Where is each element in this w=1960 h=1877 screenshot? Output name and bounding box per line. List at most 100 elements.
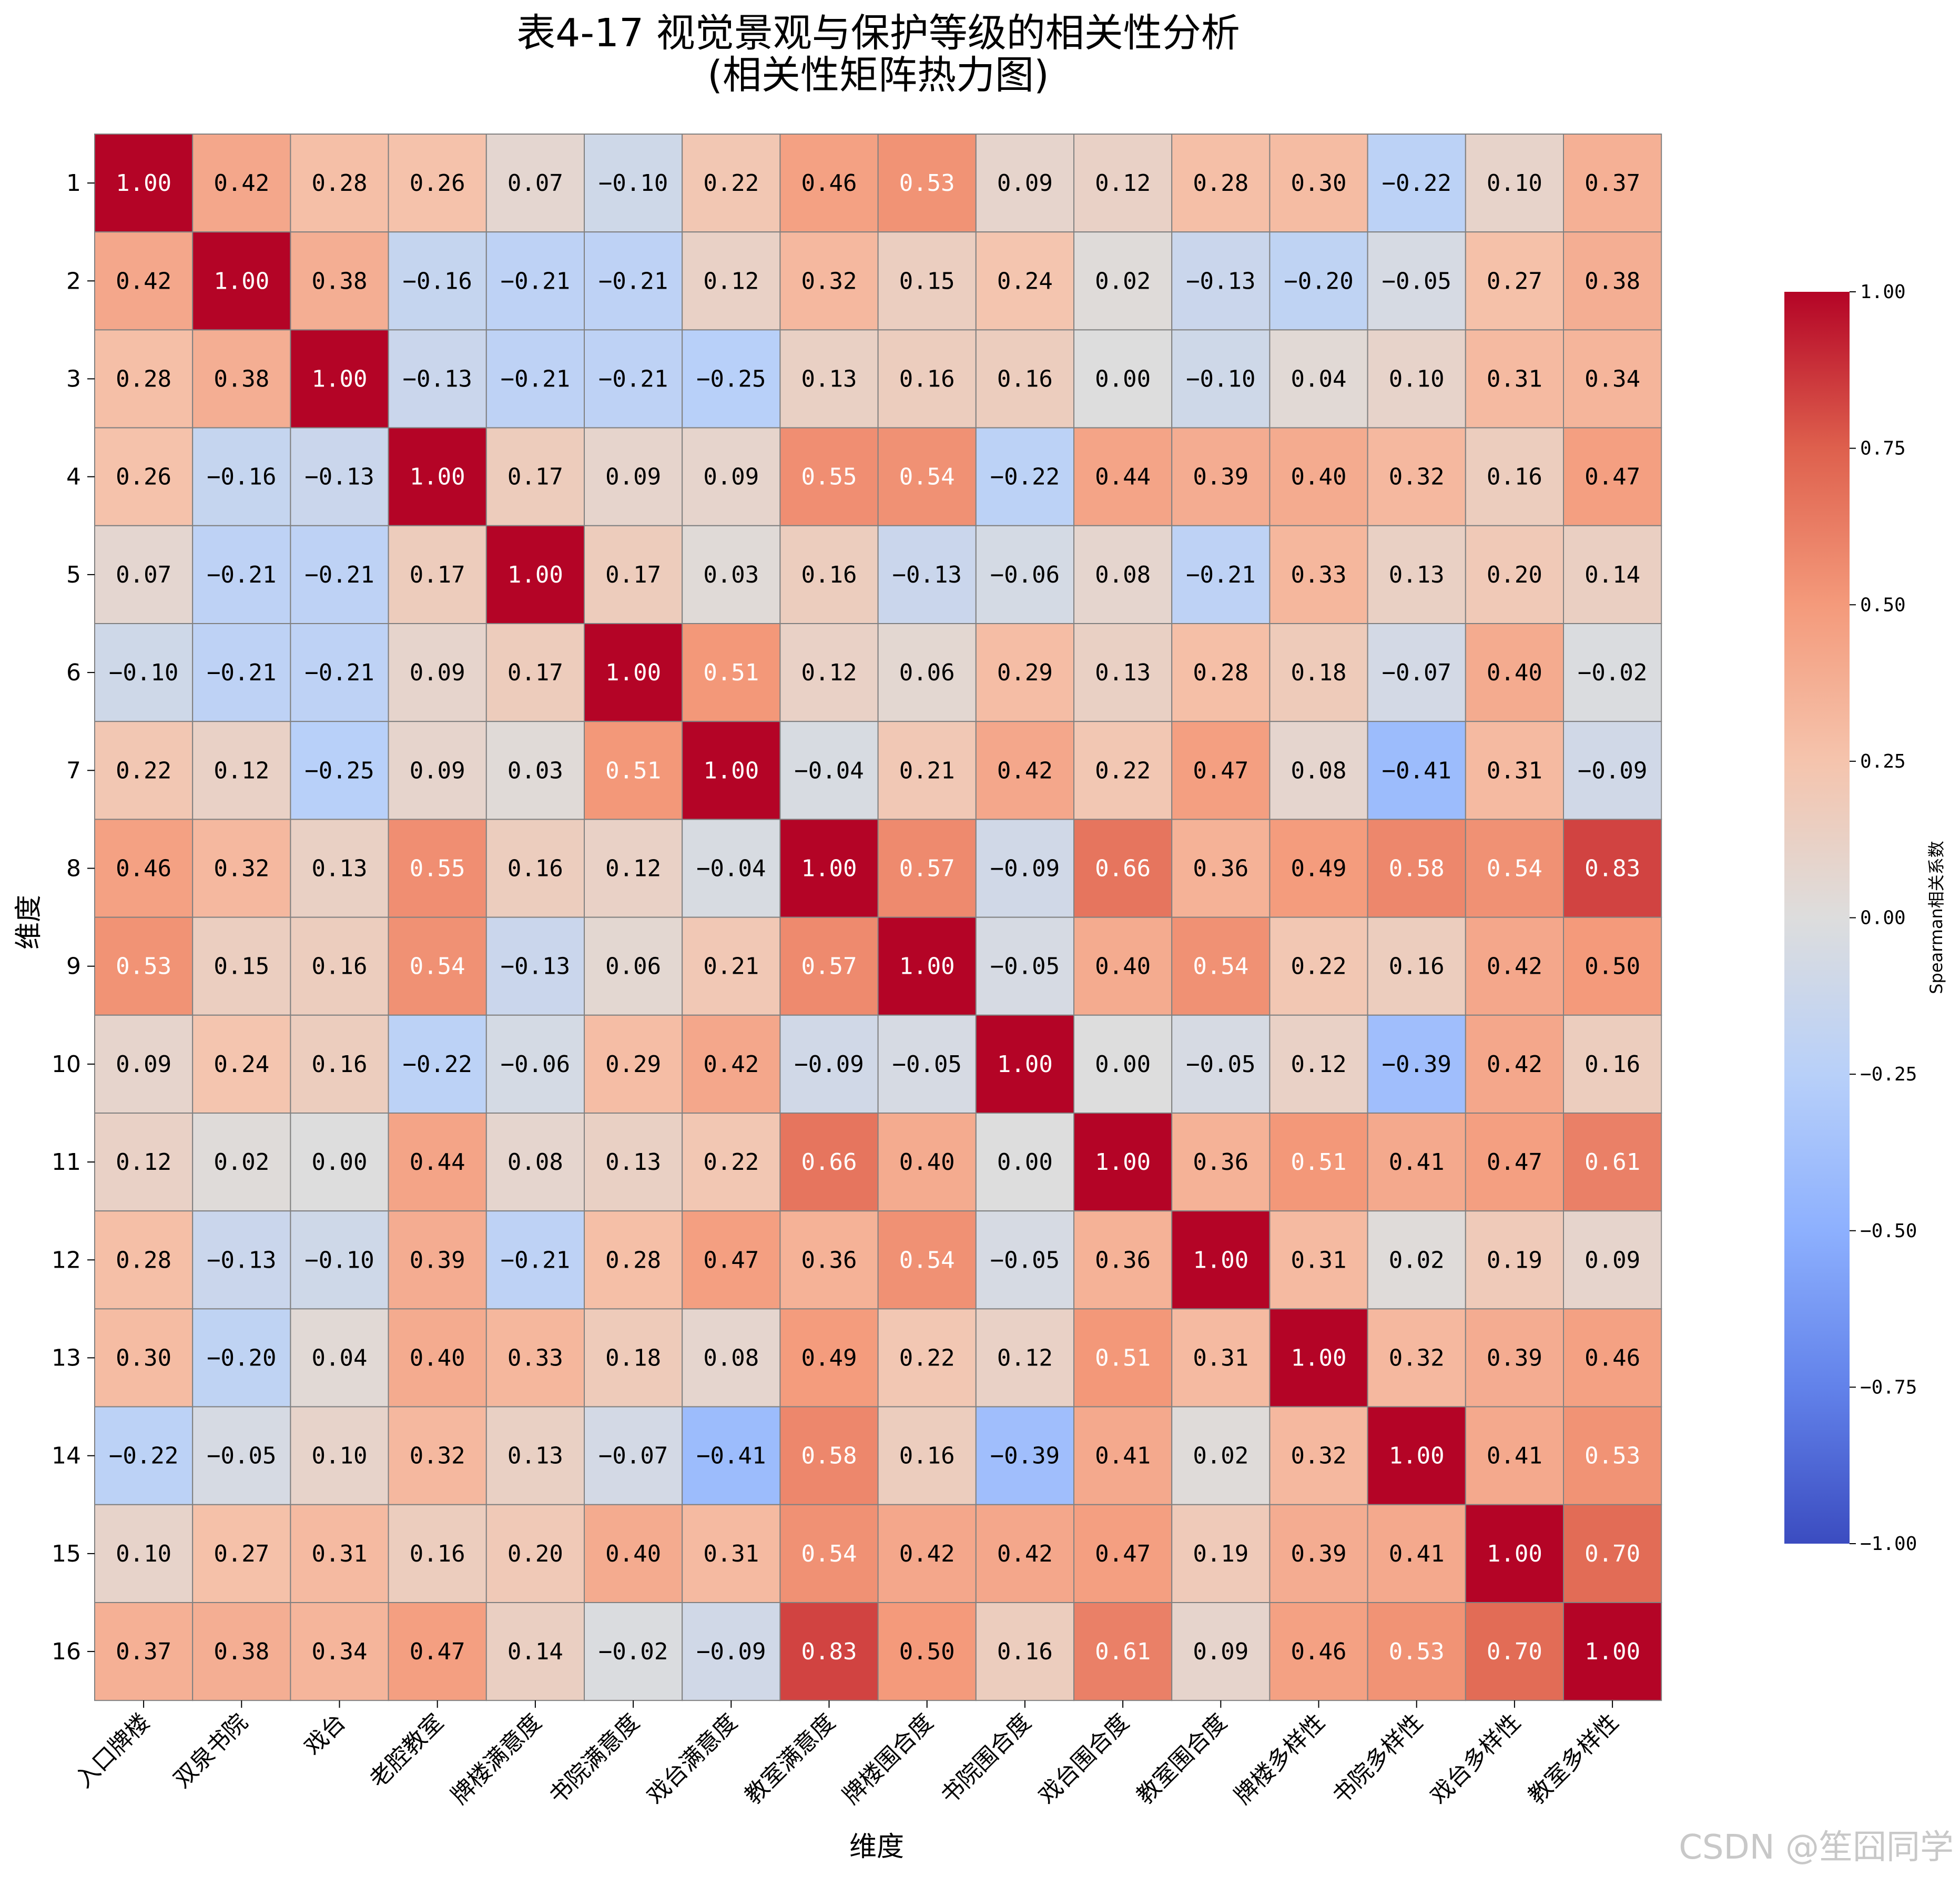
cell-value-label: 0.40 <box>1487 659 1542 686</box>
heatmap-cell <box>485 525 585 624</box>
heatmap-cell <box>94 1308 194 1407</box>
heatmap-cell <box>1465 1406 1565 1505</box>
cell-value-label: −0.41 <box>1382 757 1451 784</box>
heatmap-cell <box>192 427 291 526</box>
colorbar-tick-label: −0.75 <box>1860 1376 1917 1398</box>
cell-value-label: 1.00 <box>1585 1638 1640 1665</box>
heatmap-cell <box>192 1504 291 1604</box>
cell-value-label: −0.22 <box>990 464 1060 491</box>
cell-value-label: 0.50 <box>1585 953 1640 980</box>
cell-value-label: 1.00 <box>410 464 465 491</box>
heatmap-cell <box>1269 1308 1368 1407</box>
cell-value-label: 0.08 <box>1095 562 1151 588</box>
heatmap-cell <box>1563 427 1662 526</box>
heatmap-cell <box>584 819 683 918</box>
cell-value-label: −0.21 <box>501 1247 570 1273</box>
cell-value-label: 0.02 <box>214 1149 269 1176</box>
cell-value-label: 0.42 <box>214 170 269 197</box>
heatmap-cell <box>1367 1113 1466 1212</box>
heatmap-cell <box>485 134 585 233</box>
heatmap-cell <box>682 819 781 918</box>
heatmap-cell <box>192 1210 291 1310</box>
cell-value-label: 0.31 <box>312 1541 368 1567</box>
cell-value-label: 0.33 <box>1291 562 1347 588</box>
cell-value-label: 0.54 <box>899 1247 955 1273</box>
heatmap-cell <box>975 134 1075 233</box>
row-tick-label: 10 <box>52 1051 81 1078</box>
heatmap-cell <box>682 427 781 526</box>
heatmap-cell <box>779 1406 879 1505</box>
cell-value-label: 0.09 <box>703 464 759 491</box>
cell-value-label: 0.57 <box>801 953 857 980</box>
heatmap-cell <box>584 427 683 526</box>
cell-value-label: 1.00 <box>1487 1541 1542 1567</box>
cell-value-label: 0.13 <box>312 855 368 882</box>
cell-value-label: 0.09 <box>410 659 465 686</box>
cell-value-label: 0.53 <box>1585 1443 1640 1470</box>
colorbar-tick-label: −0.25 <box>1860 1064 1917 1085</box>
heatmap-cell <box>584 1210 683 1310</box>
cell-value-label: 1.00 <box>801 855 857 882</box>
heatmap-cell <box>192 1014 291 1114</box>
heatmap-cell <box>1367 1014 1466 1114</box>
heatmap-cell <box>1073 819 1173 918</box>
column-tick-label: 牌楼多样性 <box>1230 1709 1331 1810</box>
cell-value-label: −0.20 <box>207 1345 276 1372</box>
heatmap-cell <box>290 623 389 722</box>
cell-value-label: 0.33 <box>507 1345 563 1372</box>
cell-value-label: 0.42 <box>1487 953 1542 980</box>
heatmap-cell <box>584 1014 683 1114</box>
colorbar-tick-label: 0.75 <box>1860 438 1906 460</box>
heatmap-cell <box>388 134 487 233</box>
cell-value-label: 0.00 <box>997 1149 1053 1176</box>
heatmap-cell <box>192 1113 291 1212</box>
heatmap-cell <box>1171 525 1271 624</box>
heatmap-cell <box>192 721 291 820</box>
cell-value-label: 0.12 <box>703 268 759 294</box>
cell-value-label: −0.22 <box>1382 170 1451 197</box>
cell-value-label: −0.10 <box>109 659 178 686</box>
heatmap-cell <box>388 231 487 331</box>
heatmap-cell <box>975 1602 1075 1701</box>
heatmap-cell <box>1367 1406 1466 1505</box>
cell-value-label: 0.24 <box>214 1051 269 1078</box>
cell-value-label: 0.37 <box>116 1638 171 1665</box>
cell-value-label: 0.03 <box>703 562 759 588</box>
cell-value-label: 0.17 <box>605 562 661 588</box>
cell-value-label: 0.16 <box>312 1051 368 1078</box>
heatmap-cell <box>485 1014 585 1114</box>
heatmap-cell <box>485 427 585 526</box>
cell-value-label: 0.09 <box>116 1051 171 1078</box>
cell-value-label: 0.26 <box>410 170 465 197</box>
row-tick-label: 6 <box>66 659 81 686</box>
cell-value-label: 0.55 <box>801 464 857 491</box>
cell-value-label: 0.27 <box>214 1541 269 1567</box>
cell-value-label: 0.83 <box>1585 855 1640 882</box>
cell-value-label: 0.26 <box>116 464 171 491</box>
cell-value-label: −0.05 <box>990 1247 1060 1273</box>
heatmap-cell <box>290 1308 389 1407</box>
cell-value-label: −0.10 <box>598 170 668 197</box>
cell-value-label: 0.38 <box>312 268 368 294</box>
cell-value-label: 0.54 <box>801 1541 857 1567</box>
cell-value-label: 0.16 <box>1585 1051 1640 1078</box>
cell-value-label: −0.39 <box>990 1443 1060 1470</box>
cell-value-label: 0.16 <box>312 953 368 980</box>
heatmap-cell <box>584 721 683 820</box>
cell-value-label: 0.20 <box>1487 562 1542 588</box>
heatmap-cell <box>584 1113 683 1212</box>
cell-value-label: 0.10 <box>312 1443 368 1470</box>
heatmap-cell <box>1563 819 1662 918</box>
cell-value-label: 0.44 <box>1095 464 1151 491</box>
cell-value-label: −0.21 <box>501 268 570 294</box>
cell-value-label: 0.38 <box>214 366 269 393</box>
heatmap-cell <box>682 329 781 429</box>
heatmap-cell <box>290 1113 389 1212</box>
cell-value-label: 1.00 <box>1291 1345 1347 1372</box>
heatmap-cell <box>1073 1210 1173 1310</box>
cell-value-label: 0.08 <box>1291 757 1347 784</box>
heatmap-cell <box>485 329 585 429</box>
cell-value-label: 0.12 <box>1291 1051 1347 1078</box>
heatmap-cell <box>1073 329 1173 429</box>
cell-value-label: 0.12 <box>214 757 269 784</box>
